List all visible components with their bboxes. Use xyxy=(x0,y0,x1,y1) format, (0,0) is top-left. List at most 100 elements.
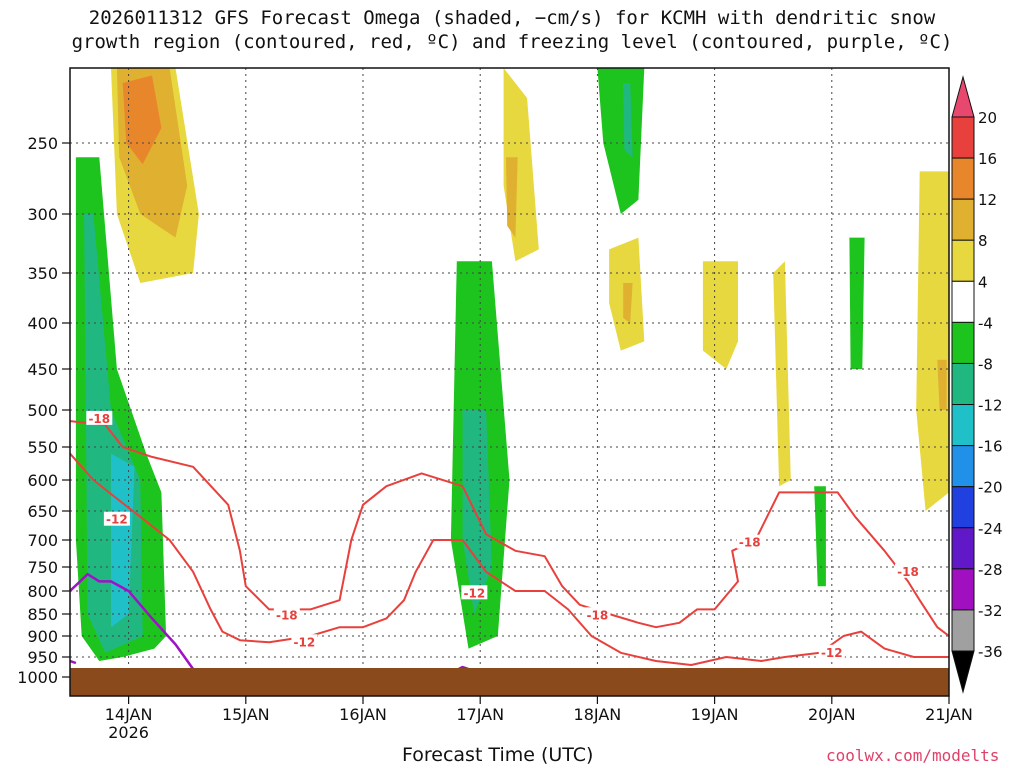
colorbar-swatch xyxy=(951,527,975,570)
contour-label-bg xyxy=(461,585,488,600)
x-tick-sublabel: 2026 xyxy=(108,723,149,742)
colorbar-label: 20 xyxy=(978,109,997,127)
contour-label: -18 xyxy=(897,565,919,579)
colorbar-swatch xyxy=(951,157,975,200)
colorbar: 20 16 12 8 4 -4 -8 -12 -16 -20 -24 -28 -32 -36 xyxy=(951,75,1003,694)
x-tick-label: 21JAN xyxy=(925,705,973,724)
x-axis-label: Forecast Time (UTC) xyxy=(402,744,594,766)
colorbar-label: 16 xyxy=(978,150,997,168)
y-tick-label: 300 xyxy=(27,205,58,224)
contour-label-bg xyxy=(894,563,921,578)
x-tick-label: 18JAN xyxy=(574,705,622,724)
omega-region xyxy=(122,75,162,165)
y-tick-label: 800 xyxy=(27,582,58,601)
y-tick-label: 1000 xyxy=(17,668,58,687)
contour-label: -18 xyxy=(276,608,298,622)
contour-label-bg xyxy=(273,607,300,622)
contour-label-bg xyxy=(291,634,318,649)
contour-label-bg xyxy=(818,644,845,659)
y-tick-label: 900 xyxy=(27,627,58,646)
colorbar-label: -12 xyxy=(978,397,1003,415)
y-tick-label: 950 xyxy=(27,648,58,667)
x-tick-label: 17JAN xyxy=(456,705,504,724)
colorbar-label: -8 xyxy=(978,355,993,373)
contour-label: -12 xyxy=(463,586,485,600)
y-tick-label: 700 xyxy=(27,531,58,550)
omega-region xyxy=(623,83,633,158)
y-tick-label: 250 xyxy=(27,134,58,153)
x-tick-label: 20JAN xyxy=(808,705,856,724)
omega-region xyxy=(623,283,633,323)
colorbar-swatch xyxy=(951,116,975,159)
y-axis: 250 300 350 400 450 500 550 600 650 700 750 800 850 9… xyxy=(17,134,70,687)
contour-label: -18 xyxy=(739,536,761,550)
credit-link[interactable]: coolwx.com/modelts xyxy=(826,746,1000,765)
contour-label: -12 xyxy=(294,635,316,649)
omega-region xyxy=(937,359,947,410)
colorbar-swatch xyxy=(951,75,975,118)
omega-region xyxy=(849,237,865,369)
freezing-contour-line xyxy=(70,659,77,665)
colorbar-swatch xyxy=(951,609,975,652)
colorbar-label: -36 xyxy=(978,643,1003,661)
contour-label: -18 xyxy=(88,412,110,426)
colorbar-label: 8 xyxy=(978,232,988,250)
colorbar-swatch xyxy=(951,445,975,488)
title-line-2: growth region (contoured, red, ºC) and f… xyxy=(71,31,953,53)
y-tick-label: 400 xyxy=(27,314,58,333)
x-tick-label: 14JAN xyxy=(105,705,153,724)
omega-region xyxy=(462,410,492,614)
dgz-contour-line xyxy=(70,420,949,637)
y-tick-label: 850 xyxy=(27,605,58,624)
omega-region xyxy=(506,157,518,238)
omega-region xyxy=(916,171,949,511)
contour-labels: -18 -12 -18 -12 -12 -18 -18 -12 -18 xyxy=(86,410,921,660)
omega-region xyxy=(597,68,645,214)
colorbar-swatch xyxy=(951,650,975,694)
colorbar-label: -24 xyxy=(978,520,1003,538)
colorbar-swatch xyxy=(951,198,975,241)
colorbar-swatch xyxy=(951,486,975,529)
ground-surface xyxy=(70,668,949,696)
contour-label-bg xyxy=(86,410,113,425)
contour-label-bg xyxy=(736,534,763,549)
y-tick-label: 450 xyxy=(27,360,58,379)
colorbar-label: 12 xyxy=(978,191,997,209)
colorbar-swatch xyxy=(951,280,975,323)
y-tick-label: 550 xyxy=(27,438,58,457)
freezing-contour-line xyxy=(70,572,195,670)
contour-label: -12 xyxy=(106,513,128,527)
omega-region xyxy=(773,261,791,487)
contour-label: -12 xyxy=(821,646,843,660)
contour-label-bg xyxy=(103,511,130,526)
omega-region xyxy=(702,261,738,369)
y-tick-label: 650 xyxy=(27,502,58,521)
omega-shading xyxy=(75,68,949,661)
omega-region xyxy=(814,486,826,587)
y-tick-label: 500 xyxy=(27,401,58,420)
x-tick-label: 15JAN xyxy=(222,705,270,724)
dgz-contours xyxy=(70,420,949,666)
colorbar-label: -20 xyxy=(978,479,1003,497)
contour-label: -18 xyxy=(587,608,609,622)
colorbar-swatch xyxy=(951,239,975,282)
plot-frame xyxy=(69,67,950,697)
colorbar-label: -32 xyxy=(978,602,1003,620)
title-line-1: 2026011312 GFS Forecast Omega (shaded, −… xyxy=(88,7,936,29)
colorbar-label: -28 xyxy=(978,561,1003,579)
colorbar-swatch xyxy=(951,568,975,611)
chart-title: 2026011312 GFS Forecast Omega (shaded, −… xyxy=(0,6,1024,54)
x-tick-label: 16JAN xyxy=(339,705,387,724)
colorbar-swatch xyxy=(951,404,975,447)
y-tick-label: 350 xyxy=(27,264,58,283)
colorbar-label: -16 xyxy=(978,438,1003,456)
y-tick-label: 750 xyxy=(27,558,58,577)
y-tick-label: 600 xyxy=(27,471,58,490)
colorbar-label: -4 xyxy=(978,314,993,332)
dgz-contour-line xyxy=(70,452,949,666)
colorbar-swatch xyxy=(951,321,975,364)
contour-label-bg xyxy=(584,607,611,622)
colorbar-swatch xyxy=(951,362,975,406)
